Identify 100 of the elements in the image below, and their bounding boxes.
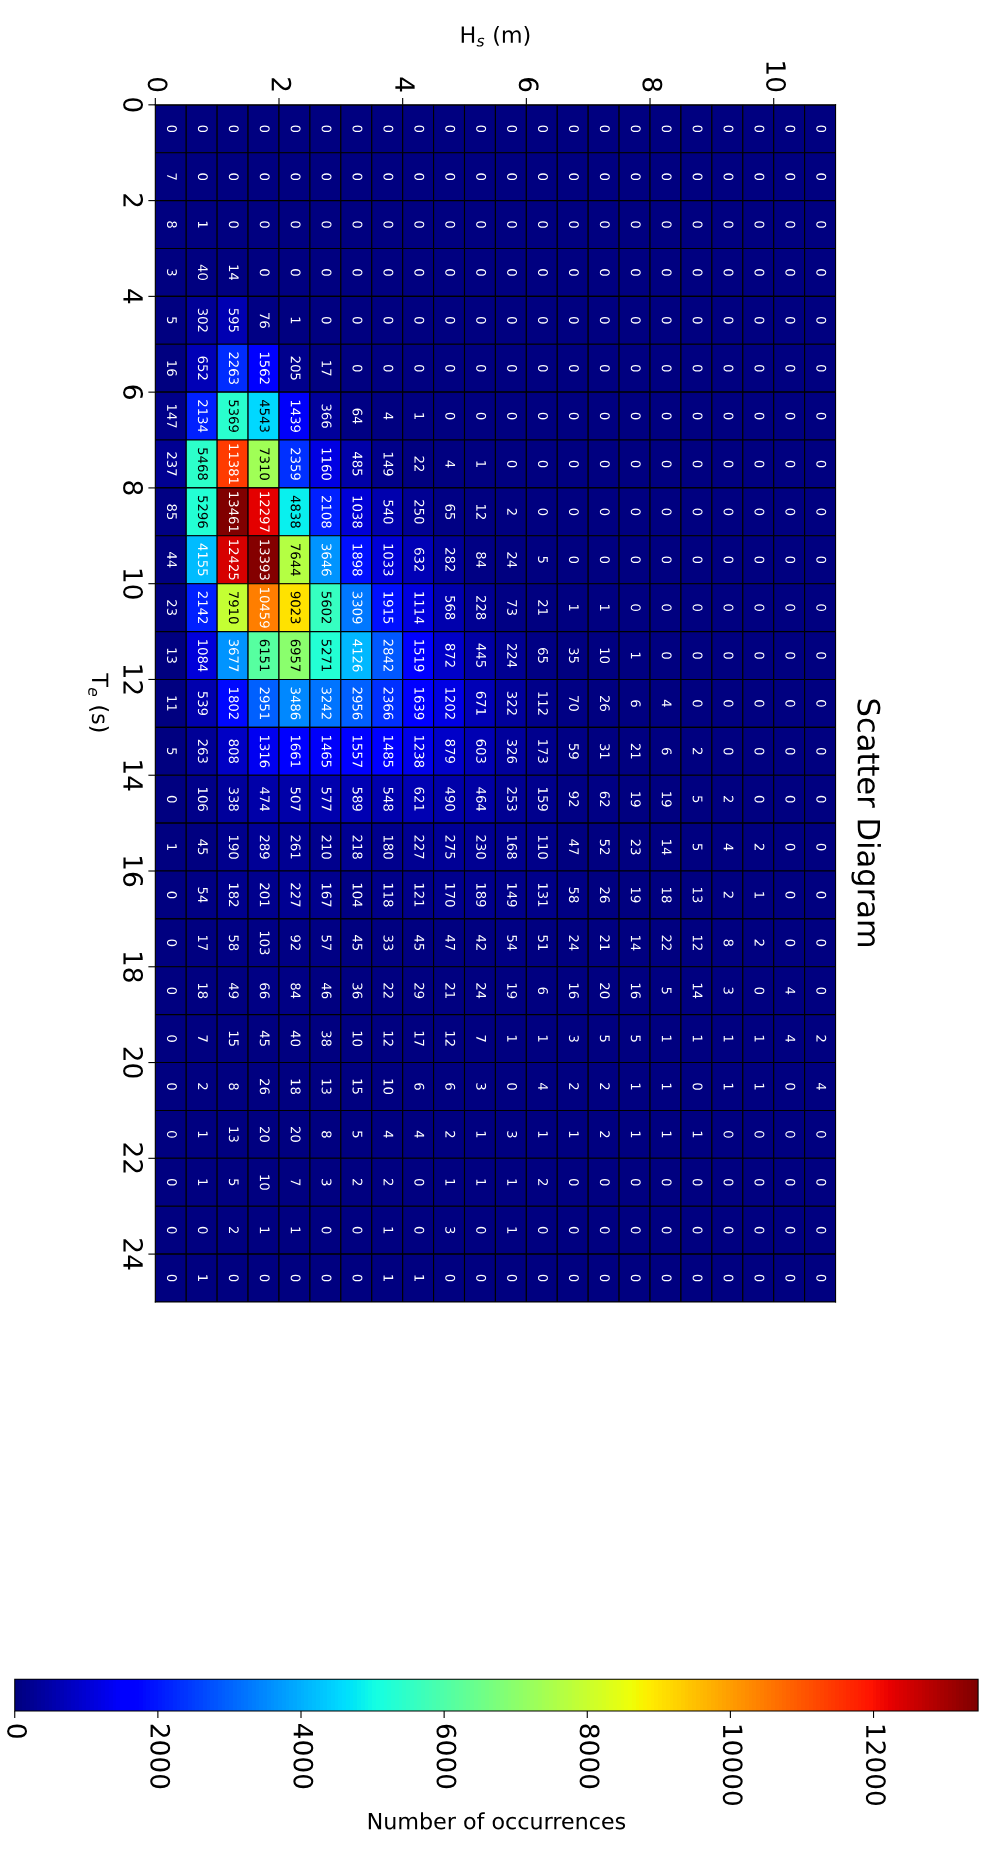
data-label: 1 bbox=[754, 1083, 765, 1090]
text: Scatter Diagram bbox=[851, 699, 881, 947]
data-label: 603 bbox=[476, 739, 487, 763]
data-label: 237 bbox=[166, 452, 177, 476]
data-label: 5 bbox=[661, 987, 672, 994]
data-label: 0 bbox=[754, 987, 765, 995]
data-label: 18 bbox=[290, 1079, 301, 1094]
data-label: 5 bbox=[599, 1035, 610, 1042]
data-label: 0 bbox=[228, 1274, 239, 1282]
data-label: 4 bbox=[383, 412, 394, 420]
data-label: 0 bbox=[630, 556, 641, 564]
data-label: 474 bbox=[259, 787, 270, 812]
data-label: 84 bbox=[290, 983, 301, 999]
data-label: 0 bbox=[754, 364, 765, 372]
color-bar-label: 0 bbox=[7, 1724, 28, 1738]
data-label: 3 bbox=[723, 987, 734, 994]
data-label: 2956 bbox=[352, 687, 363, 720]
data-label: 19 bbox=[630, 888, 641, 903]
data-label: 3 bbox=[445, 1226, 456, 1234]
data-label: 0 bbox=[723, 460, 734, 468]
data-label: 0 bbox=[166, 1226, 177, 1234]
data-label: 0 bbox=[816, 1178, 827, 1186]
data-label: 0 bbox=[785, 700, 796, 707]
data-label: 5602 bbox=[321, 591, 332, 624]
data-label: 0 bbox=[290, 269, 301, 276]
data-label: 10 bbox=[383, 1079, 394, 1095]
data-label: 0 bbox=[661, 460, 672, 468]
data-label: 0 bbox=[692, 316, 703, 324]
y-tick-label: 16 bbox=[123, 857, 144, 887]
data-label: 54 bbox=[197, 887, 208, 903]
data-label: 0 bbox=[568, 1274, 579, 1282]
data-label: 0 bbox=[476, 1274, 487, 1282]
data-label: 159 bbox=[537, 788, 548, 811]
data-label: 2842 bbox=[383, 639, 394, 671]
data-label: 13393 bbox=[259, 540, 270, 580]
data-label: 2 bbox=[816, 1035, 827, 1042]
data-label: 0 bbox=[785, 1083, 796, 1090]
data-label: 0 bbox=[476, 412, 487, 420]
data-label: 539 bbox=[197, 691, 208, 716]
data-label: 0 bbox=[599, 364, 610, 372]
data-label: 0 bbox=[661, 556, 672, 564]
data-label: 131 bbox=[537, 883, 548, 907]
data-label: 0 bbox=[661, 1226, 672, 1234]
data-label: 2951 bbox=[259, 687, 270, 719]
data-label: 0 bbox=[816, 604, 827, 611]
data-label: 0 bbox=[785, 1226, 796, 1234]
data-label: 0 bbox=[785, 843, 796, 851]
data-label: 21 bbox=[538, 600, 548, 615]
data-label: 0 bbox=[692, 173, 703, 180]
data-label: 0 bbox=[785, 221, 796, 228]
data-label: 0 bbox=[166, 1035, 177, 1042]
data-label: 1 bbox=[569, 604, 579, 611]
data-label: 1 bbox=[754, 892, 765, 898]
data-label: 0 bbox=[507, 412, 518, 420]
data-label: 2263 bbox=[228, 352, 239, 384]
y-tick-label: 8 bbox=[123, 481, 144, 495]
data-label: 2 bbox=[228, 1226, 239, 1234]
data-label: 879 bbox=[445, 739, 456, 763]
data-label: 464 bbox=[476, 787, 487, 812]
data-label: 0 bbox=[692, 652, 703, 659]
data-label: 19 bbox=[661, 792, 672, 807]
y-tick-label: 12 bbox=[123, 665, 144, 694]
data-label: 20 bbox=[599, 983, 610, 999]
data-label: 507 bbox=[290, 787, 301, 811]
data-label: 0 bbox=[599, 508, 610, 516]
data-label: 1238 bbox=[414, 735, 425, 768]
data-label: 3677 bbox=[228, 639, 239, 672]
data-label: 0 bbox=[445, 269, 456, 276]
data-label: 1 bbox=[569, 1131, 579, 1138]
y-tick-label: 6 bbox=[123, 385, 144, 399]
data-label: 0 bbox=[197, 173, 208, 180]
data-label: 24 bbox=[476, 983, 487, 999]
data-label: 1 bbox=[661, 1083, 672, 1090]
data-label: 1 bbox=[600, 604, 610, 611]
data-label: 485 bbox=[352, 452, 363, 476]
data-label: 0 bbox=[383, 364, 394, 372]
data-label: 0 bbox=[692, 1226, 703, 1234]
data-label: 0 bbox=[414, 364, 425, 372]
data-label: 0 bbox=[352, 1274, 363, 1282]
data-label: 0 bbox=[197, 125, 208, 133]
data-label: 13 bbox=[692, 888, 703, 903]
data-label: 227 bbox=[290, 883, 301, 907]
data-label: 0 bbox=[785, 939, 796, 947]
data-label: 0 bbox=[661, 508, 672, 516]
data-label: 0 bbox=[476, 173, 487, 180]
data-label: 0 bbox=[785, 460, 796, 468]
data-label: 0 bbox=[537, 364, 548, 372]
data-label: 16 bbox=[630, 983, 641, 999]
data-label: 13461 bbox=[228, 492, 239, 532]
data-label: 0 bbox=[816, 125, 827, 133]
data-label: 0 bbox=[816, 316, 827, 324]
data-label: 1160 bbox=[321, 448, 332, 480]
data-label: 2 bbox=[352, 1179, 363, 1186]
data-label: 250 bbox=[414, 500, 425, 524]
data-label: 59 bbox=[568, 743, 579, 759]
data-label: 0 bbox=[599, 1226, 610, 1234]
y-tick-label: 20 bbox=[123, 1047, 144, 1078]
data-label: 3646 bbox=[321, 543, 332, 576]
data-label: 0 bbox=[723, 1226, 734, 1234]
data-label: 6 bbox=[414, 1083, 425, 1090]
